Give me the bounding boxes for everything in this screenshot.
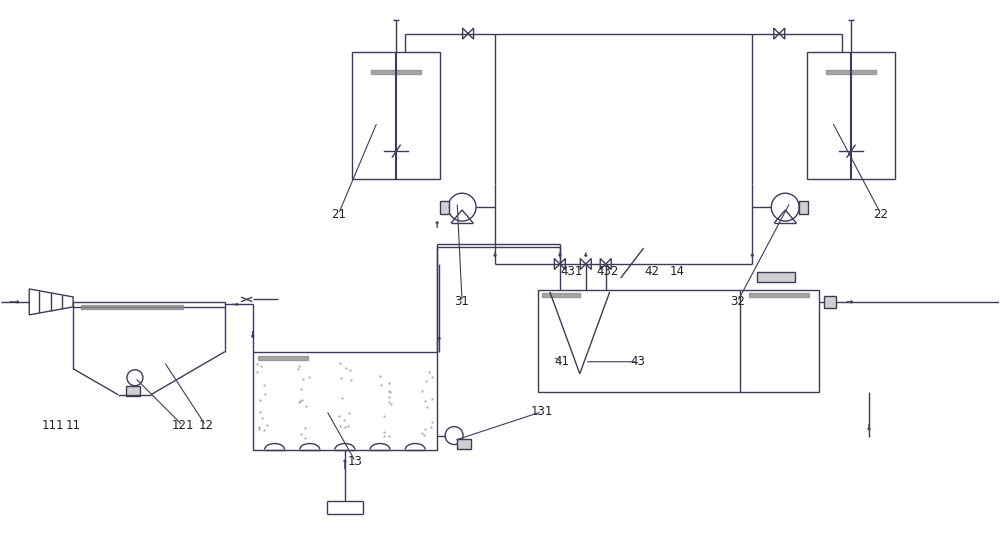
Bar: [126, 386, 140, 396]
Text: 42: 42: [644, 265, 659, 279]
Bar: [352, 52, 440, 179]
Text: 22: 22: [874, 208, 889, 221]
Text: 21: 21: [331, 208, 346, 221]
Bar: [73, 302, 225, 307]
Text: 11: 11: [66, 419, 81, 432]
Text: 131: 131: [531, 405, 553, 418]
Bar: [253, 352, 437, 450]
Bar: [457, 438, 471, 449]
Text: 41: 41: [554, 355, 569, 368]
Text: 111: 111: [42, 419, 64, 432]
Text: 14: 14: [670, 265, 685, 279]
Bar: [757, 272, 795, 282]
Text: 431: 431: [561, 265, 583, 279]
Text: 12: 12: [198, 419, 213, 432]
Bar: [807, 52, 895, 179]
Text: 32: 32: [730, 295, 745, 309]
Text: 432: 432: [597, 265, 619, 279]
Text: 31: 31: [455, 295, 470, 309]
Bar: [824, 296, 836, 308]
Text: 43: 43: [630, 355, 645, 368]
Bar: [538, 290, 819, 391]
Text: 121: 121: [172, 419, 194, 432]
Bar: [440, 201, 449, 214]
Bar: [799, 201, 808, 214]
Text: 13: 13: [348, 455, 363, 468]
